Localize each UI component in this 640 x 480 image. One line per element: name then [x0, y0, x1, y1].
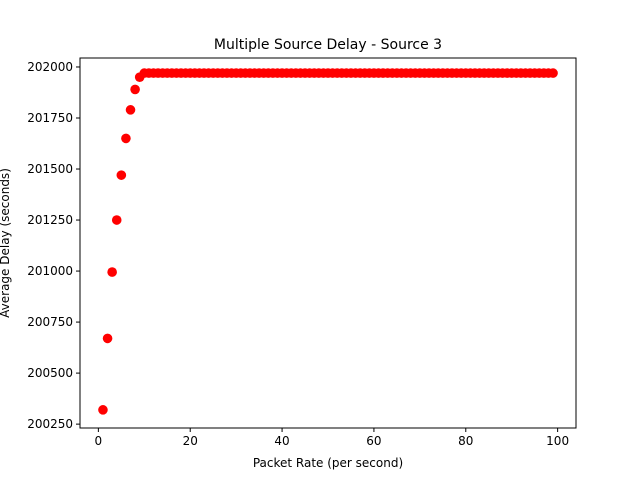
chart-title: Multiple Source Delay - Source 3: [214, 37, 442, 53]
x-tick-label: 0: [95, 434, 103, 448]
x-axis-label: Packet Rate (per second): [253, 456, 403, 470]
y-tick-label: 201500: [27, 162, 73, 176]
y-tick-label: 201000: [27, 264, 73, 278]
y-tick-label: 200250: [27, 417, 73, 431]
y-tick-label: 201750: [27, 111, 73, 125]
y-tick-label: 200500: [27, 366, 73, 380]
data-point: [102, 333, 113, 344]
data-point: [107, 267, 117, 277]
y-axis-ticks: 200250 200500 200750 201000 201250 201500 2017…: [27, 60, 80, 431]
data-point: [98, 405, 108, 415]
data-point: [130, 84, 140, 95]
plot-frame: [79, 57, 577, 429]
y-tick-label: 202000: [27, 60, 73, 74]
data-point: [125, 105, 136, 115]
x-axis-ticks: 0 20 40 60 80 100: [95, 428, 569, 448]
x-tick-label: 60: [366, 434, 381, 448]
y-tick-label: 200750: [27, 315, 73, 329]
x-tick-label: 80: [458, 434, 473, 448]
x-tick-label: 40: [274, 434, 289, 448]
data-point: [111, 215, 122, 225]
data-points: [98, 68, 558, 415]
data-point: [548, 68, 558, 78]
x-tick-label: 100: [546, 434, 569, 448]
x-tick-label: 20: [183, 434, 198, 448]
y-tick-label: 201250: [27, 213, 73, 227]
y-axis-label: Average Delay (seconds): [0, 168, 12, 318]
data-point: [121, 133, 131, 144]
data-point: [116, 170, 127, 180]
